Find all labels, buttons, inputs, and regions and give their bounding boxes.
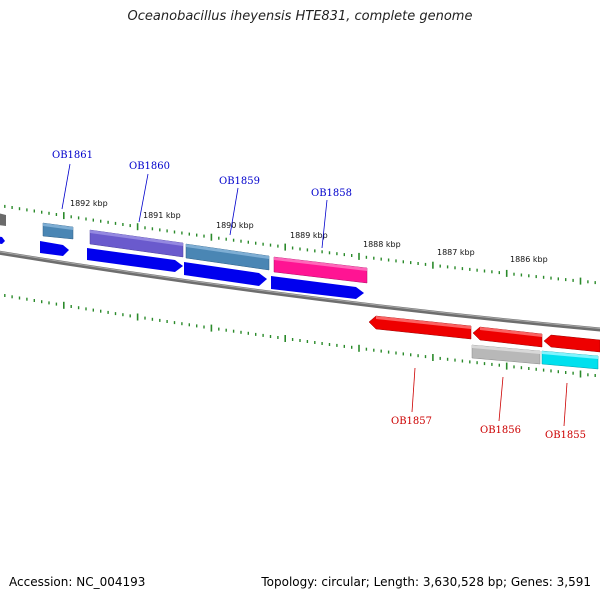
position-label-1892: 1892 kbp	[70, 199, 108, 208]
forward-tick-track	[4, 204, 596, 285]
gene-label-ob1858[interactable]: OB1858	[311, 188, 352, 199]
position-label-1890: 1890 kbp	[216, 221, 254, 230]
feature-highlight	[542, 351, 598, 359]
leader-ob1856	[498, 376, 504, 422]
position-label-1887: 1887 kbp	[437, 248, 475, 257]
feature-blue-arrow-3[interactable]	[184, 262, 267, 286]
position-label-1889: 1889 kbp	[290, 231, 328, 240]
feature-highlight	[376, 316, 471, 329]
feature-highlight	[43, 223, 73, 230]
leader-ob1855	[563, 382, 568, 427]
genome-backbone	[0, 250, 600, 332]
position-label-1891: 1891 kbp	[143, 211, 181, 220]
gene-label-ob1860[interactable]: OB1860	[129, 161, 170, 172]
feature-grey-edge[interactable]	[0, 213, 6, 226]
feature-blue-arrow-1[interactable]	[40, 241, 69, 256]
gene-label-ob1856[interactable]: OB1856	[480, 425, 521, 436]
leader-ob1860	[138, 173, 149, 223]
reverse-tick-track	[4, 294, 596, 378]
feature-blue-arrow-4[interactable]	[271, 276, 364, 299]
position-label-1888: 1888 kbp	[363, 240, 401, 249]
leader-ob1858	[321, 199, 328, 249]
feature-blue-arrow-0[interactable]	[0, 236, 5, 244]
feature-highlight	[480, 327, 542, 337]
gene-label-ob1855[interactable]: OB1855	[545, 430, 586, 441]
feature-highlight	[90, 230, 183, 246]
leader-ob1861	[61, 163, 71, 210]
feature-highlight	[274, 257, 367, 271]
leader-ob1857	[411, 367, 416, 413]
feature-blue-arrow-2[interactable]	[87, 248, 183, 272]
gene-label-ob1859[interactable]: OB1859	[219, 176, 260, 187]
accession-text: Accession: NC_004193	[9, 575, 146, 589]
position-label-1886: 1886 kbp	[510, 255, 548, 264]
feature-highlight	[472, 345, 540, 354]
gene-label-ob1857[interactable]: OB1857	[391, 416, 432, 427]
map-title: Oceanobacillus iheyensis HTE831, complet…	[127, 9, 473, 24]
feature-highlight	[186, 244, 269, 259]
gene-label-ob1861[interactable]: OB1861	[52, 150, 93, 161]
feature-red-ob1855[interactable]	[543, 334, 600, 353]
genome-summary-text: Topology: circular; Length: 3,630,528 bp…	[261, 575, 591, 589]
genome-backbone-highlight	[0, 251, 600, 330]
leader-ob1859	[229, 187, 239, 236]
